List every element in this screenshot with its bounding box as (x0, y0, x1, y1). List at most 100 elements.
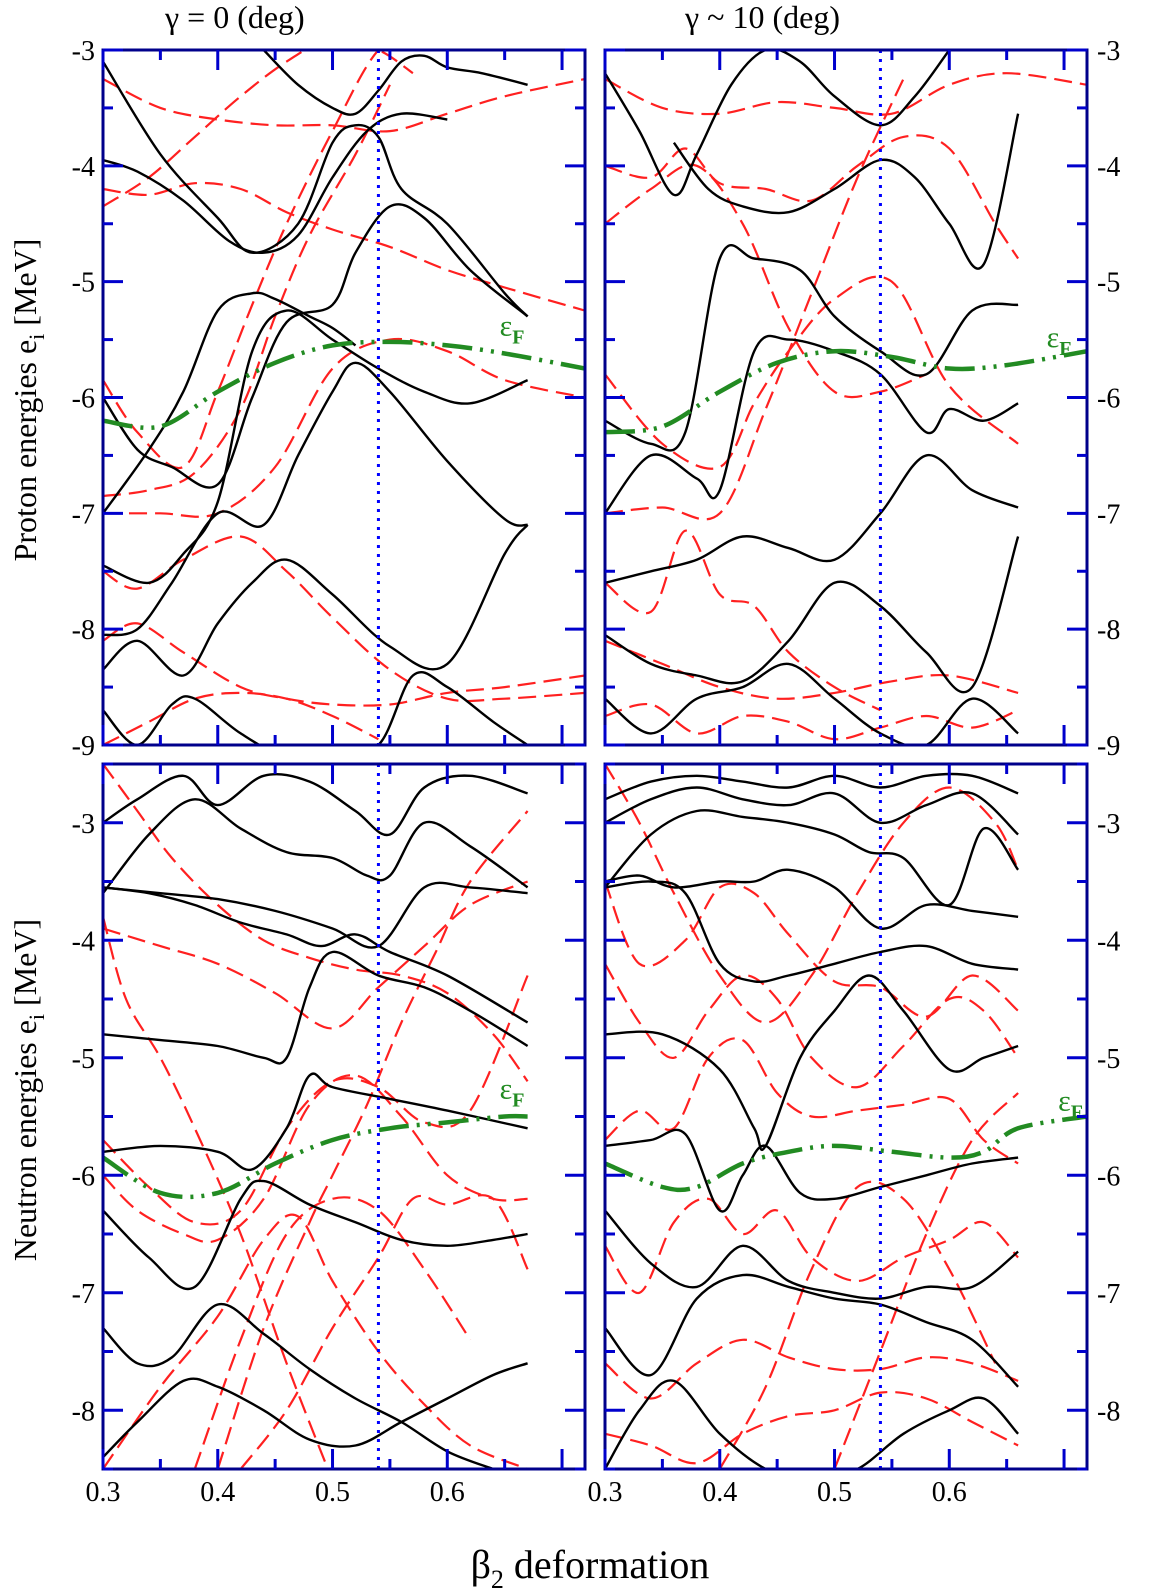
dashed-level-1 (103, 50, 414, 208)
solid-level-2 (262, 50, 528, 116)
solid-level-1 (605, 786, 1019, 836)
panel-frame (603, 762, 1089, 1471)
y-tick-label: -7 (72, 1279, 95, 1310)
solid-level-0 (605, 772, 1019, 801)
panel-proton-gamma0: εF -9 -8 -7 -6 -5 -4 -3 (72, 36, 587, 762)
dashed-level-8 (833, 1092, 1019, 1469)
solid-level-0 (103, 60, 529, 318)
dashed-level-6 (605, 639, 1019, 700)
dashed-level-1 (605, 134, 1020, 260)
solid-level-5 (103, 309, 529, 585)
dashed-level-5 (605, 1338, 1019, 1400)
solid-level-1 (103, 112, 448, 255)
dashed-level-3 (605, 1037, 1019, 1165)
fermi-label: εF (1047, 321, 1072, 360)
dashed-level-4 (605, 1197, 1019, 1294)
plot-area (605, 50, 1087, 745)
x-tick-label: 0.3 (86, 1477, 121, 1508)
x-tick-label: 0.5 (315, 1477, 350, 1508)
y-tick-label: -5 (1097, 1044, 1120, 1075)
dashed-level-0 (605, 764, 1020, 1024)
plot-area (605, 764, 1087, 1469)
solid-level-7 (103, 524, 529, 677)
fermi-label: εF (500, 1073, 525, 1112)
y-tick-label: -8 (72, 615, 95, 646)
y-tick-label: -9 (72, 731, 95, 762)
column-title-gamma10: γ ~ 10 (deg) (684, 0, 840, 35)
solid-level-4 (605, 454, 1019, 584)
y-tick-label: -5 (72, 1044, 95, 1075)
solid-level-6 (605, 1128, 1019, 1213)
solid-level-6 (103, 1179, 528, 1291)
y-axis-label-neutron: Neutron energies ei [MeV] (7, 919, 49, 1261)
y-tick-label: -3 (1097, 36, 1120, 67)
solid-level-2 (605, 244, 1019, 452)
solid-level-2 (103, 881, 528, 949)
solid-level-8 (605, 1273, 1019, 1388)
solid-level-5 (605, 974, 1019, 1152)
solid-level-7 (605, 1209, 1019, 1300)
dashed-level-6 (103, 535, 585, 703)
solid-level-9 (605, 1379, 1019, 1469)
dashed-level-2 (103, 880, 529, 1030)
solid-level-2 (605, 809, 1020, 907)
y-tick-label: -5 (1097, 268, 1120, 299)
solid-level-6 (605, 662, 1019, 745)
y-tick-label: -7 (72, 499, 95, 530)
y-tick-label: -8 (72, 1396, 95, 1427)
y-tick-label: -7 (1097, 1279, 1120, 1310)
y-tick-label: -6 (72, 1161, 95, 1192)
solid-level-3 (605, 334, 1019, 515)
y-tick-label: -6 (72, 384, 95, 415)
plot-area (103, 764, 529, 1469)
solid-level-5 (103, 1072, 528, 1172)
dashed-level-5 (103, 337, 585, 518)
solid-level-8 (103, 1362, 528, 1459)
y-tick-label: -6 (1097, 384, 1120, 415)
dashed-level-3 (605, 275, 1019, 470)
plot-area (103, 50, 585, 745)
dashed-level-3 (103, 975, 529, 1226)
y-axis-label-proton: Proton energies ei [MeV] (7, 239, 49, 562)
solid-level-0 (103, 773, 528, 837)
solid-level-3 (103, 886, 529, 1024)
dashed-level-6 (605, 1390, 1019, 1465)
dashed-level-2 (605, 963, 1019, 1089)
x-tick-label: 0.6 (430, 1477, 465, 1508)
y-tick-label: -4 (1097, 152, 1120, 183)
solid-level-3 (605, 868, 1019, 930)
dashed-level-1 (605, 881, 1019, 1018)
dashed-level-0 (103, 916, 330, 1469)
x-axis-label: β2 deformation (471, 1542, 710, 1594)
dashed-level-3 (103, 50, 380, 470)
fermi-label: εF (1058, 1084, 1083, 1123)
dashed-level-2 (103, 181, 585, 312)
y-tick-label: -3 (72, 36, 95, 67)
fermi-level-line (103, 1113, 528, 1200)
fermi-level-line (605, 348, 1087, 435)
dashed-level-4 (103, 84, 391, 498)
dashed-level-1 (103, 764, 529, 1082)
solid-level-1 (103, 798, 529, 894)
dashed-level-5 (605, 529, 881, 712)
dashed-level-4 (605, 78, 905, 521)
y-tick-label: -3 (1097, 809, 1120, 840)
dashed-level-7 (718, 1180, 997, 1469)
y-tick-label: -3 (72, 809, 95, 840)
fermi-label: εF (500, 309, 525, 348)
dashed-level-7 (103, 622, 585, 707)
solid-level-7 (103, 1303, 494, 1469)
solid-level-4 (103, 291, 357, 515)
dashed-level-7 (193, 1196, 472, 1469)
dashed-level-4 (103, 1074, 528, 1244)
y-tick-label: -4 (72, 152, 95, 183)
y-tick-label: -8 (1097, 1396, 1120, 1427)
dashed-level-8 (239, 1194, 529, 1469)
y-tick-label: -4 (72, 926, 95, 957)
dashed-level-0 (103, 77, 585, 133)
panel-neutron-gamma10: εF -8 -7 -6 -5 -4 -3 0.3 0.4 0.5 0.6 (588, 762, 1120, 1508)
dashed-level-0 (605, 72, 1087, 116)
x-tick-label: 0.5 (817, 1477, 852, 1508)
panel-proton-gamma10: εF -9 -8 -7 -6 -5 -4 -3 (603, 36, 1120, 762)
